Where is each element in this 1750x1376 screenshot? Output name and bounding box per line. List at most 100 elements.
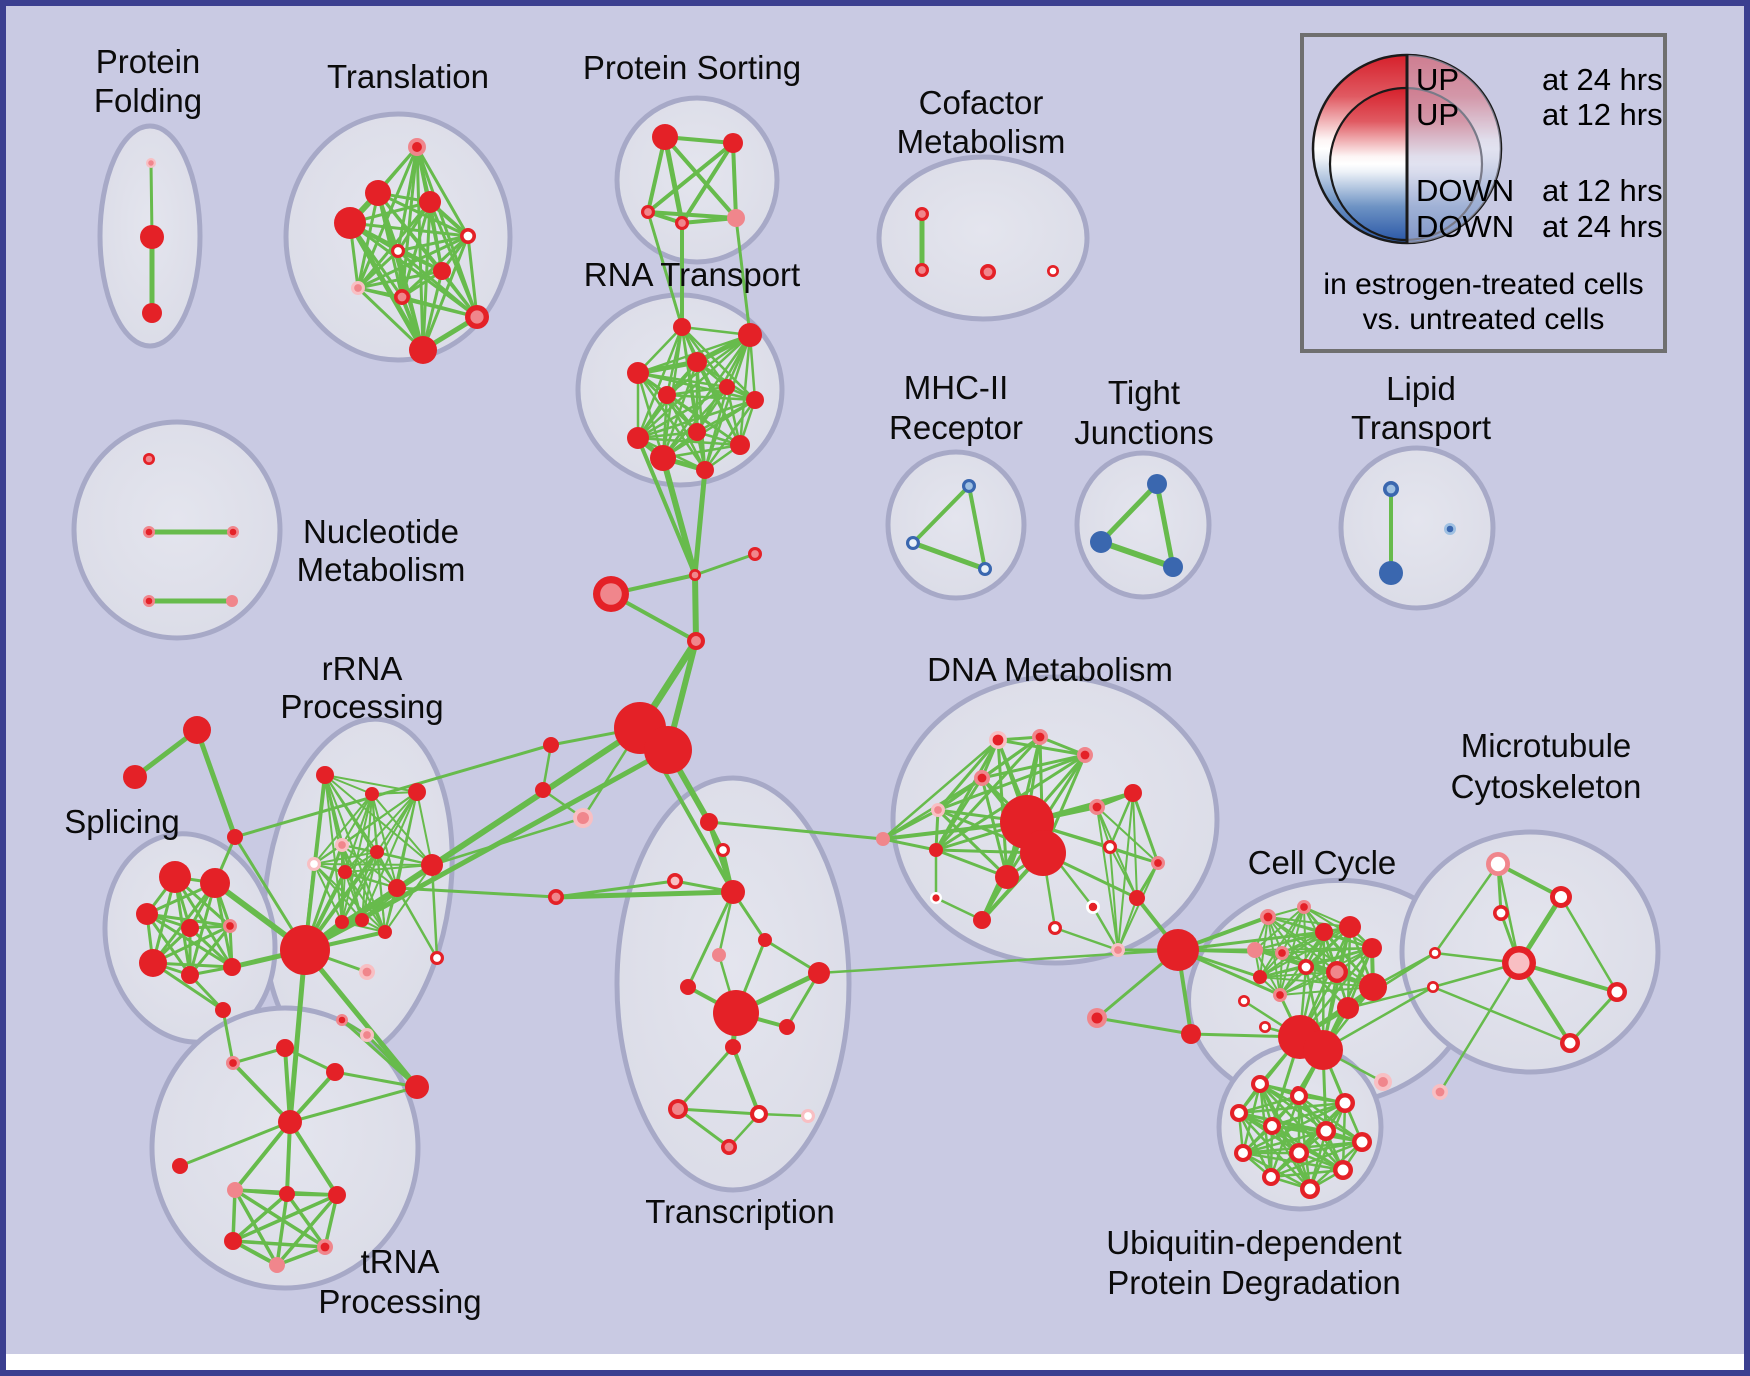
network-node-nm5 — [226, 595, 238, 607]
network-node-core-x3 — [670, 876, 680, 886]
network-edge — [376, 851, 386, 933]
network-node-p1 — [159, 861, 191, 893]
network-node-n8 — [388, 879, 406, 897]
network-node-core-d18 — [1154, 859, 1162, 867]
network-node-e6 — [1247, 942, 1263, 958]
network-node-s2 — [723, 133, 743, 153]
network-edge — [348, 221, 479, 319]
cluster-ellipse-mhc-ii-receptor — [885, 449, 1027, 601]
network-edge — [313, 863, 343, 923]
network-edge — [665, 333, 752, 397]
network-node-core-t6 — [463, 231, 473, 241]
network-node-r7 — [746, 391, 764, 409]
network-node-e5 — [1362, 938, 1382, 958]
network-node-d6 — [929, 843, 943, 857]
network-node-core-d10 — [1092, 802, 1102, 812]
network-node-h2 — [644, 726, 692, 774]
network-node-t2 — [365, 180, 391, 206]
network-node-core-d24 — [1091, 1012, 1103, 1024]
network-edge — [1096, 806, 1119, 951]
network-node-r12 — [696, 461, 714, 479]
network-node-r10 — [650, 445, 676, 471]
network-edge — [1109, 846, 1138, 899]
network-edge — [1297, 1140, 1364, 1155]
network-edge — [466, 234, 479, 319]
network-node-core-d12 — [1088, 902, 1098, 912]
network-edge — [1321, 925, 1352, 1052]
network-edge — [288, 1085, 419, 1124]
network-node-d13 — [973, 911, 991, 929]
network-edge — [313, 863, 386, 933]
network-node-p8 — [223, 958, 241, 976]
network-edge — [676, 1107, 731, 1149]
network-edge — [151, 961, 225, 1012]
network-node-core-x15 — [724, 1142, 734, 1152]
network-node-h3 — [543, 737, 559, 753]
network-edge — [356, 191, 380, 290]
network-edge — [881, 808, 940, 841]
network-node-core-p5 — [226, 922, 234, 930]
network-edge — [1154, 481, 1176, 570]
network-node-core-u9 — [1293, 1147, 1305, 1159]
network-edge — [1095, 1016, 1193, 1036]
network-edge — [1117, 897, 1138, 951]
network-edge — [692, 572, 699, 644]
network-node-n3 — [408, 783, 426, 801]
network-node-n1 — [316, 766, 334, 784]
network-edge — [151, 924, 232, 965]
network-edge — [188, 881, 217, 977]
network-node-x4 — [721, 880, 745, 904]
network-edge — [936, 753, 1087, 812]
network-edge — [1279, 952, 1283, 996]
network-edge — [703, 385, 729, 472]
network-edge — [288, 1120, 339, 1197]
network-edge — [324, 774, 343, 923]
network-node-d19 — [1129, 890, 1145, 906]
network-edge — [231, 1192, 289, 1243]
legend-time-down-12: at 12 hrs — [1542, 173, 1663, 208]
network-node-d8 — [1020, 830, 1066, 876]
network-edge — [731, 1045, 761, 1116]
legend-time-up-24: at 24 hrs — [1542, 62, 1663, 97]
network-edge — [1237, 1094, 1301, 1115]
network-edge — [1568, 990, 1619, 1045]
network-node-core-lt3 — [1446, 525, 1454, 533]
network-node-core-cf4 — [1049, 267, 1057, 275]
network-edge — [554, 879, 677, 899]
network-edge — [1269, 1094, 1301, 1179]
network-node-q2 — [276, 1039, 294, 1057]
network-node-p4 — [181, 919, 199, 937]
network-node-core-m4 — [1508, 952, 1530, 974]
network-edge — [283, 1046, 337, 1074]
network-node-d9 — [995, 865, 1019, 889]
network-edge — [636, 436, 697, 577]
network-node-core-lt1 — [1386, 484, 1396, 494]
network-node-core-e12 — [1276, 991, 1284, 999]
network-edge — [703, 333, 752, 472]
network-edge — [661, 398, 757, 460]
legend-word-up-12: UP — [1416, 97, 1460, 132]
network-node-e10 — [1253, 970, 1267, 984]
network-node-r1 — [673, 318, 691, 336]
network-node-n7 — [338, 865, 352, 879]
network-node-core-u1 — [1255, 1079, 1265, 1089]
network-node-core-x2 — [719, 846, 727, 854]
network-edge — [910, 540, 988, 572]
network-edge — [1433, 862, 1500, 955]
network-edge — [275, 1192, 289, 1267]
network-edge — [287, 947, 308, 1125]
network-node-core-q1 — [229, 1059, 237, 1067]
network-node-core-s4 — [678, 219, 686, 227]
network-node-core-m3 — [1496, 908, 1506, 918]
network-node-pf3 — [142, 303, 162, 323]
network-edge — [430, 816, 585, 867]
network-edge — [356, 286, 425, 352]
network-node-t11 — [409, 336, 437, 364]
network-edge — [661, 443, 742, 460]
network-edge — [636, 371, 665, 460]
network-edge — [881, 738, 1000, 841]
network-edge — [1131, 791, 1160, 865]
network-edge — [1241, 1129, 1328, 1155]
network-node-core-m6 — [1429, 983, 1437, 991]
network-node-q7 — [279, 1186, 295, 1202]
